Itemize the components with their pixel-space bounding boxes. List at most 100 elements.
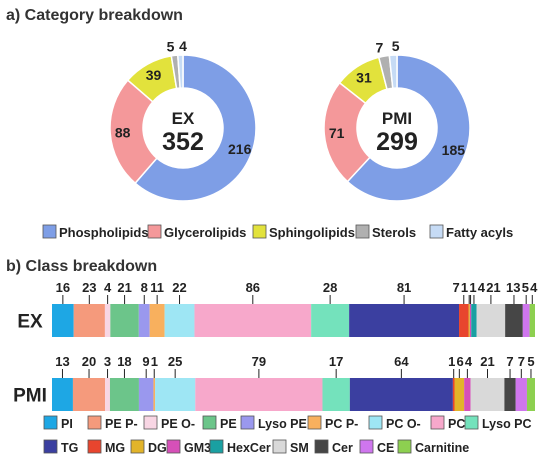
legend-item-tg: TG (43, 439, 78, 455)
bar-segment-tg (349, 378, 453, 411)
bar-value-label: 25 (168, 354, 182, 369)
legend-swatch (397, 439, 412, 454)
legend-item-sphingolipids: Sphingolipids (252, 224, 355, 240)
legend-label: Fatty acyls (446, 225, 513, 240)
bar-segment-pe (110, 304, 139, 337)
donut-total-label: 299 (376, 128, 418, 156)
bar-segment-carnitine (529, 304, 535, 337)
donut-slice-glycerolipids (109, 79, 158, 185)
bar-segment-tg (349, 304, 460, 337)
bar-value-label: 1 (151, 354, 158, 369)
legend-item-sterols: Sterols (355, 224, 416, 240)
legend-item-mg: MG (87, 439, 125, 455)
bar-segment-hexcer (471, 304, 477, 337)
donut-value-label: 5 (392, 38, 400, 54)
legend-label: Glycerolipids (164, 225, 246, 240)
bar-segment-sm (476, 304, 506, 337)
bar-value-label: 7 (518, 354, 525, 369)
bar-value-label: 13 (506, 280, 520, 295)
legend-swatch (355, 224, 370, 239)
legend-item-gm3: GM3 (166, 439, 211, 455)
legend-label: Carnitine (415, 441, 469, 455)
bar-value-label: 4 (530, 280, 538, 295)
bar-value-label: 5 (527, 354, 534, 369)
legend-label: MG (105, 441, 125, 455)
bar-segment-pe-o- (105, 378, 110, 411)
legend-item-carnitine: Carnitine (397, 439, 469, 455)
legend-swatch (209, 439, 224, 454)
bar-value-label: 3 (104, 354, 111, 369)
legend-swatch (42, 224, 57, 239)
legend-swatch (252, 224, 267, 239)
bar-segment-dg (454, 378, 465, 411)
bar-segment-carnitine (526, 378, 535, 411)
bar-segment-gm3 (464, 378, 471, 411)
legend-label: PE O- (161, 417, 195, 431)
donut-value-label: 71 (329, 125, 345, 141)
legend-swatch (87, 415, 102, 430)
legend-item-pi: PI (43, 415, 73, 431)
donut-value-label: 39 (146, 67, 162, 83)
bar-value-label: 20 (82, 354, 96, 369)
donut-value-label: 5 (167, 39, 175, 55)
bar-segment-mg (459, 304, 469, 337)
bar-segment-lyso-pc (322, 378, 350, 411)
legend-swatch (143, 415, 158, 430)
legend-item-lyso-pe: Lyso PE (240, 415, 307, 431)
legend-item-sm: SM (272, 439, 309, 455)
legend-label: PE P- (105, 417, 138, 431)
legend-label: Lyso PE (258, 417, 307, 431)
legend-swatch (464, 415, 479, 430)
bar-segment-pc (195, 378, 323, 411)
legend-label: PI (61, 417, 73, 431)
legend-item-ce: CE (359, 439, 394, 455)
bar-value-label: 18 (117, 354, 131, 369)
bar-row-label: EX (17, 312, 43, 333)
donut-slice-fatty-acyls (388, 54, 398, 90)
bar-value-label: 4 (478, 280, 486, 295)
bar-value-label: 28 (323, 280, 337, 295)
legend-swatch (359, 439, 374, 454)
category-breakdown-title: a) Category breakdown (6, 7, 183, 24)
donut-group-label: EX (172, 109, 195, 128)
bar-segment-pe-o- (104, 304, 111, 337)
legend-item-pe: PE (202, 415, 237, 431)
bar-segment-pc-p- (153, 378, 156, 411)
legend-label: Lyso PC (482, 417, 532, 431)
bar-value-label: 79 (252, 354, 266, 369)
legend-item-pe-o-: PE O- (143, 415, 195, 431)
legend-item-cer: Cer (314, 439, 353, 455)
bar-value-label: 5 (522, 280, 529, 295)
legend-swatch (240, 415, 255, 430)
legend-swatch (147, 224, 162, 239)
bar-segment-pe-p- (73, 304, 105, 337)
bar-segment-pe-p- (72, 378, 106, 411)
bar-segment-cer (504, 378, 516, 411)
bar-value-label: 9 (142, 354, 149, 369)
legend-item-lyso-pc: Lyso PC (464, 415, 532, 431)
bar-segment-pe (109, 378, 139, 411)
legend-label: TG (61, 441, 78, 455)
legend-item-glycerolipids: Glycerolipids (147, 224, 246, 240)
bar-value-label: 81 (397, 280, 411, 295)
legend-swatch (368, 415, 383, 430)
bar-segment-dg (468, 304, 470, 337)
legend-label: PE (220, 417, 237, 431)
bar-segment-pc-o- (155, 378, 196, 411)
bar-segment-lyso-pc (311, 304, 350, 337)
bar-segment-gm3 (469, 304, 472, 337)
legend-item-pc-p-: PC P- (307, 415, 358, 431)
bar-value-label: 11 (150, 280, 164, 295)
legend-swatch (307, 415, 322, 430)
bar-value-label: 21 (117, 280, 131, 295)
legend-label: DG (148, 441, 167, 455)
legend-item-dg: DG (130, 439, 167, 455)
bar-value-label: 13 (55, 354, 69, 369)
legend-item-pe-p-: PE P- (87, 415, 138, 431)
bar-value-label: 86 (246, 280, 260, 295)
